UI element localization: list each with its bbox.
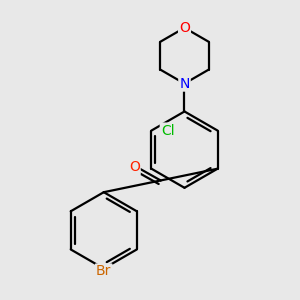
Text: Cl: Cl: [161, 124, 174, 138]
Text: O: O: [179, 21, 190, 35]
Text: Br: Br: [96, 265, 112, 278]
Text: N: N: [179, 76, 190, 91]
Text: O: O: [129, 160, 140, 174]
